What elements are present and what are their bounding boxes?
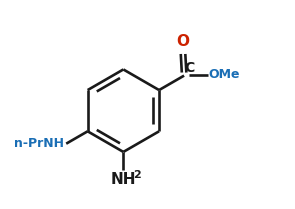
Text: n-PrNH: n-PrNH bbox=[14, 137, 64, 150]
Text: NH: NH bbox=[111, 172, 136, 186]
Text: OMe: OMe bbox=[209, 68, 240, 81]
Text: O: O bbox=[176, 34, 190, 50]
Text: C: C bbox=[185, 61, 195, 75]
Text: 2: 2 bbox=[133, 170, 141, 180]
